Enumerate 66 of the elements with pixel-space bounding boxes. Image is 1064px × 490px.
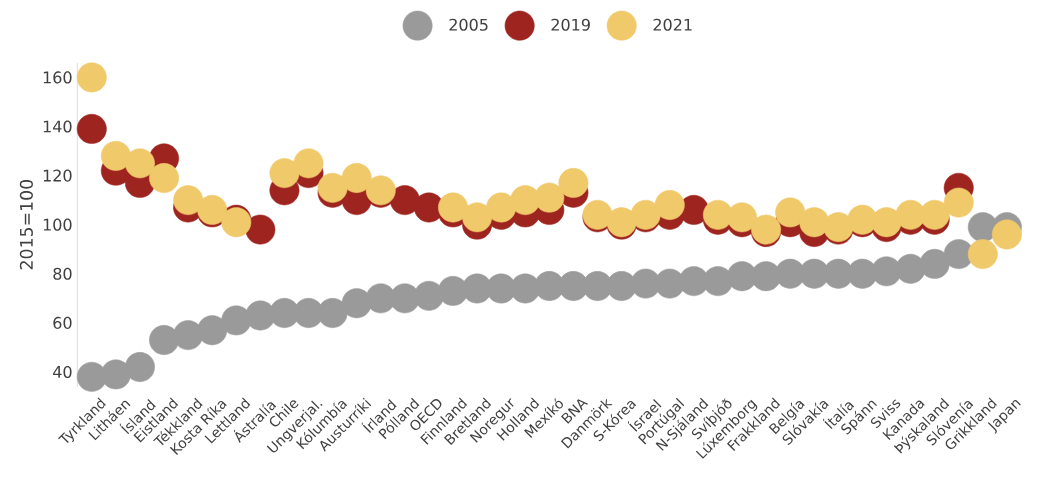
point — [317, 298, 348, 328]
point — [149, 163, 179, 193]
point — [534, 182, 565, 213]
point — [149, 325, 179, 355]
point — [76, 361, 107, 392]
y-tick-label: 120 — [43, 169, 72, 182]
point — [702, 199, 733, 230]
point — [100, 141, 131, 171]
point — [125, 148, 155, 179]
y-axis-title: 2015=100 — [19, 179, 33, 270]
point — [727, 202, 757, 233]
point — [245, 214, 276, 245]
y-tick-label: 80 — [53, 267, 72, 280]
point — [341, 163, 372, 193]
point — [486, 192, 517, 223]
point — [702, 266, 733, 297]
point — [365, 283, 396, 314]
point — [317, 172, 348, 203]
point — [462, 202, 493, 233]
y-tick-label: 140 — [43, 120, 72, 133]
point — [221, 305, 252, 336]
legend-label: 2005 — [449, 18, 488, 31]
point — [197, 315, 228, 346]
point — [727, 261, 757, 292]
point — [775, 197, 806, 228]
y-tick-label: 160 — [43, 71, 72, 84]
point — [413, 280, 444, 311]
legend-label: 2021 — [653, 18, 692, 31]
point — [125, 352, 155, 382]
y-tick-label: 100 — [43, 218, 72, 231]
point — [943, 187, 974, 218]
point — [799, 207, 830, 238]
point — [413, 192, 444, 223]
point — [678, 266, 709, 297]
y-tick-label: 40 — [53, 365, 72, 378]
point — [751, 261, 782, 292]
point — [100, 359, 131, 390]
point — [269, 158, 300, 189]
point — [173, 320, 204, 351]
point — [847, 258, 878, 289]
point — [654, 190, 685, 220]
legend-label: 2019 — [551, 18, 590, 31]
point — [654, 268, 685, 299]
point — [558, 168, 589, 198]
point — [895, 253, 926, 284]
point — [919, 249, 950, 279]
point — [895, 199, 926, 230]
point — [438, 192, 468, 223]
point — [510, 185, 541, 216]
point — [510, 273, 541, 304]
point — [871, 207, 902, 238]
point — [76, 62, 107, 93]
point — [871, 256, 902, 287]
point — [173, 185, 204, 216]
point — [919, 199, 950, 230]
point — [341, 288, 372, 319]
point — [389, 283, 420, 314]
point — [245, 300, 276, 331]
point — [991, 219, 1022, 250]
y-tick-label: 60 — [53, 316, 72, 329]
point — [76, 114, 107, 144]
point — [293, 148, 324, 179]
point — [967, 239, 998, 270]
point — [438, 276, 468, 306]
point — [943, 239, 974, 270]
point — [606, 271, 637, 301]
